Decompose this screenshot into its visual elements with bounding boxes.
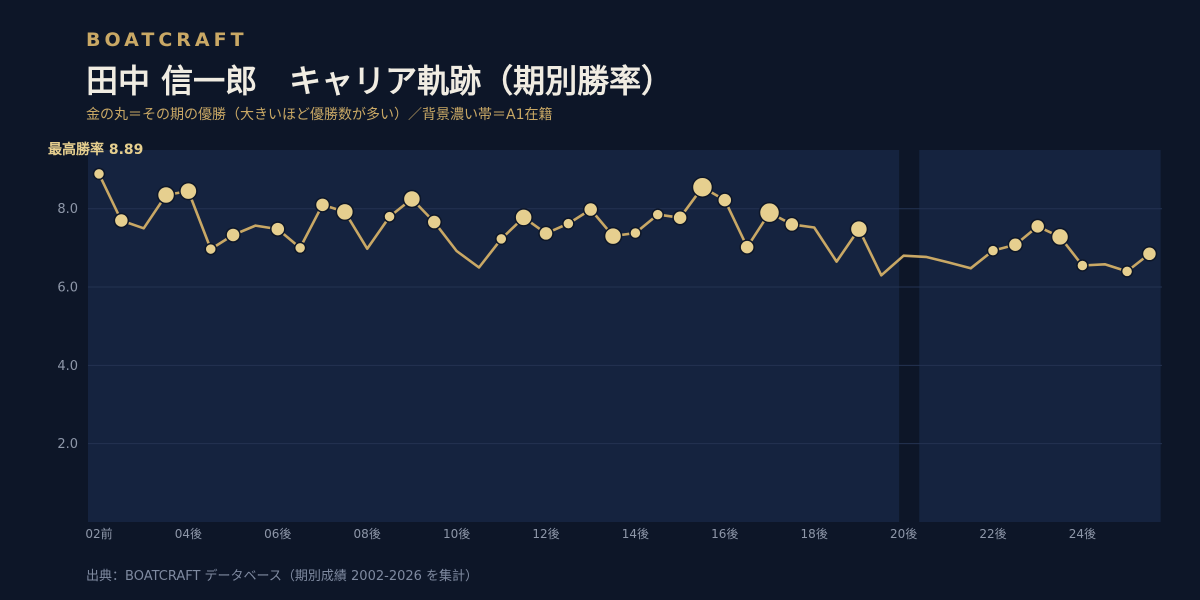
- win-marker: [717, 192, 733, 208]
- win-marker: [402, 189, 422, 209]
- win-marker: [562, 217, 575, 230]
- win-marker: [293, 241, 307, 255]
- y-tick-label: 6.0: [57, 281, 78, 296]
- x-tick-label: 06後: [264, 527, 291, 541]
- x-tick-label: 08後: [354, 527, 381, 541]
- x-tick-label: 22後: [979, 527, 1006, 541]
- a1-band: [919, 150, 1161, 522]
- win-marker: [1029, 218, 1046, 235]
- y-tick-label: 2.0: [57, 437, 78, 452]
- win-marker: [225, 227, 241, 243]
- x-tick-label: 18後: [801, 527, 828, 541]
- x-tick-label: 14後: [622, 527, 649, 541]
- x-tick-label: 16後: [711, 527, 738, 541]
- x-tick-label: 02前: [85, 526, 112, 541]
- win-marker: [495, 232, 508, 246]
- win-marker: [92, 167, 106, 181]
- win-marker: [1076, 259, 1089, 272]
- y-tick-label: 8.0: [57, 202, 78, 217]
- win-marker: [739, 239, 755, 255]
- win-marker: [270, 221, 286, 237]
- x-tick-label: 10後: [443, 527, 470, 541]
- win-marker: [603, 226, 623, 246]
- grid-lines: [88, 208, 1162, 445]
- win-marker: [672, 209, 688, 226]
- win-marker: [1141, 246, 1158, 262]
- win-marker: [113, 212, 130, 229]
- win-marker: [1007, 237, 1024, 253]
- win-marker: [691, 176, 714, 198]
- win-marker: [986, 244, 1000, 257]
- win-marker: [335, 202, 355, 222]
- win-marker: [784, 216, 800, 233]
- win-markers: [92, 167, 1158, 278]
- a1-bands: [88, 150, 1161, 522]
- win-marker: [651, 208, 664, 221]
- win-marker: [426, 214, 442, 230]
- win-marker: [156, 185, 176, 205]
- peak-label: 最高勝率 8.89: [48, 141, 143, 158]
- win-marker: [849, 219, 869, 239]
- x-tick-label: 12後: [532, 527, 559, 541]
- win-marker: [582, 201, 599, 218]
- win-marker: [514, 208, 533, 227]
- y-axis-ticks: 2.0 4.0 6.0 8.0: [57, 202, 78, 452]
- win-marker: [204, 242, 217, 256]
- x-tick-label: 04後: [175, 527, 202, 541]
- win-marker: [1120, 265, 1134, 278]
- win-marker: [383, 210, 396, 223]
- x-axis-ticks: 02前 04後 06後 08後 10後 12後 14後 16後 18後 20後 22後 24後: [85, 526, 1096, 541]
- win-marker: [538, 225, 554, 242]
- brand-label: BOATCRAFT: [86, 29, 248, 51]
- x-tick-label: 24後: [1069, 527, 1096, 541]
- win-marker: [758, 201, 781, 224]
- x-tick-label: 20後: [890, 527, 917, 541]
- chart-subtitle: 金の丸＝その期の優勝（大きいほど優勝数が多い）／背景濃い帯＝A1在籍: [86, 107, 553, 123]
- source-note: 出典：BOATCRAFT データベース（期別成績 2002-2026 を集計）: [86, 569, 479, 584]
- win-marker: [1050, 227, 1070, 247]
- y-tick-label: 4.0: [57, 359, 78, 374]
- win-marker: [314, 197, 331, 213]
- win-marker: [629, 226, 642, 240]
- win-marker: [179, 181, 198, 201]
- chart-title: 田中 信一郎 キャリア軌跡（期別勝率）: [86, 62, 674, 100]
